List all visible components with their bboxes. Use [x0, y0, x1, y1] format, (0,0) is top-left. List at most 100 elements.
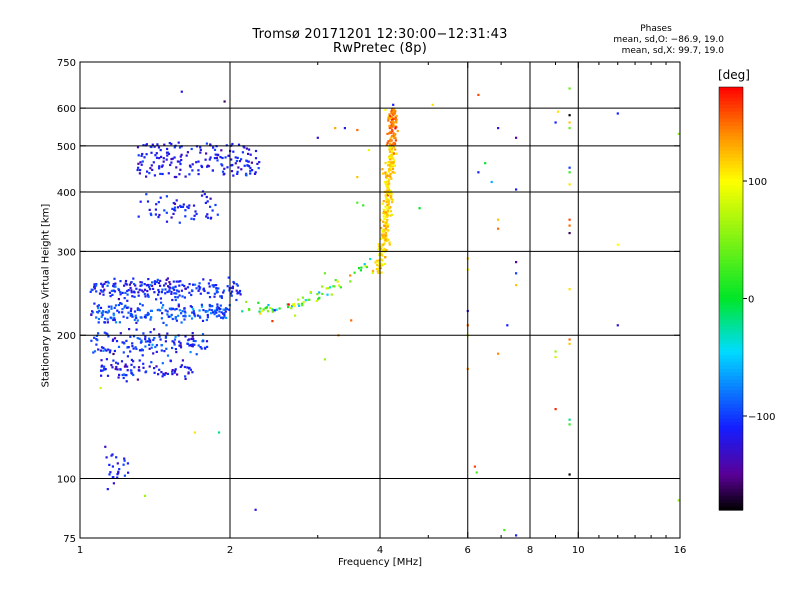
echo-point — [191, 335, 194, 338]
echo-point — [180, 158, 183, 162]
echo-point — [112, 476, 115, 479]
echo-point — [171, 287, 174, 290]
echo-point — [388, 124, 391, 127]
colorbar-segment — [719, 115, 743, 120]
echo-point — [208, 285, 211, 288]
echo-point — [387, 180, 390, 183]
echo-point — [394, 125, 397, 128]
echo-point — [389, 165, 392, 168]
echo-point — [356, 201, 359, 204]
echo-point — [363, 263, 366, 266]
echo-point — [137, 215, 140, 218]
echo-point — [388, 113, 391, 116]
echo-point — [219, 304, 222, 307]
echo-point — [388, 207, 391, 210]
echo-point — [205, 215, 208, 218]
y-tick-label: 750 — [57, 58, 76, 69]
echo-point — [110, 289, 113, 292]
echo-point — [204, 201, 207, 204]
echo-point — [145, 153, 148, 156]
echo-point — [202, 278, 205, 281]
echo-point — [169, 283, 172, 286]
colorbar-segment — [719, 361, 743, 367]
echo-point — [114, 304, 118, 307]
echo-point — [216, 213, 219, 216]
echo-point — [129, 310, 132, 313]
echo-point — [214, 309, 217, 312]
echo-point — [235, 283, 238, 286]
echo-point — [179, 346, 183, 349]
echo-point — [192, 337, 195, 340]
echo-point — [380, 252, 383, 255]
echo-point — [179, 204, 182, 207]
echo-point — [223, 314, 226, 317]
echo-point — [390, 177, 393, 180]
echo-point — [178, 309, 181, 312]
echo-point — [93, 285, 96, 288]
echo-point — [110, 454, 113, 457]
echo-point — [343, 127, 346, 130]
colorbar-segment — [719, 118, 743, 123]
echo-point — [382, 220, 385, 223]
echo-point — [148, 343, 151, 346]
echo-point — [236, 172, 239, 175]
echo-point — [124, 279, 128, 283]
echo-point — [93, 302, 96, 305]
echo-point — [164, 282, 167, 285]
echo-point — [201, 319, 205, 322]
colorbar-segment — [719, 192, 743, 197]
echo-point — [173, 338, 177, 341]
echo-point — [206, 200, 209, 203]
colorbar-segment — [719, 101, 743, 106]
echo-point — [216, 303, 219, 306]
echo-point — [160, 301, 163, 304]
echo-point — [141, 160, 144, 163]
echo-point — [178, 173, 181, 176]
echo-point — [353, 271, 356, 274]
echo-point — [387, 164, 390, 167]
echo-point — [192, 283, 195, 286]
echo-point — [393, 136, 396, 139]
echo-point — [387, 205, 390, 208]
echo-point — [188, 338, 191, 341]
echo-point — [152, 161, 155, 164]
echo-point — [212, 311, 215, 314]
echo-point — [116, 309, 119, 312]
echo-point — [271, 320, 274, 323]
colorbar-segment — [719, 428, 743, 434]
colorbar-segment — [719, 340, 743, 345]
echo-point — [271, 310, 274, 313]
echo-point — [146, 170, 149, 173]
colorbar-segment — [719, 439, 743, 444]
echo-point — [568, 418, 571, 421]
echo-point — [383, 228, 386, 231]
echo-point — [151, 143, 154, 146]
echo-point — [323, 358, 326, 361]
echo-point — [193, 431, 196, 434]
echo-point — [205, 318, 208, 322]
echo-point — [181, 283, 184, 286]
echo-point — [235, 289, 238, 292]
echo-point — [231, 287, 234, 290]
y-tick-label: 200 — [57, 331, 76, 342]
echo-point — [176, 160, 179, 163]
echo-point — [170, 313, 173, 316]
echo-point — [556, 110, 560, 113]
echo-point — [191, 371, 194, 374]
colorbar-segment — [719, 474, 743, 479]
echo-point — [217, 314, 220, 317]
echo-point — [568, 171, 571, 174]
colorbar-segment — [719, 435, 743, 441]
echo-point — [388, 162, 391, 166]
echo-point — [110, 364, 113, 367]
echo-point — [356, 176, 359, 179]
echo-point — [365, 265, 368, 269]
echo-point — [199, 151, 202, 154]
echo-point — [193, 343, 196, 346]
echo-point — [184, 335, 187, 338]
echo-point — [226, 285, 229, 288]
echo-point — [223, 172, 226, 175]
echo-point — [211, 284, 214, 287]
echo-point — [153, 280, 156, 283]
echo-point — [210, 309, 213, 312]
